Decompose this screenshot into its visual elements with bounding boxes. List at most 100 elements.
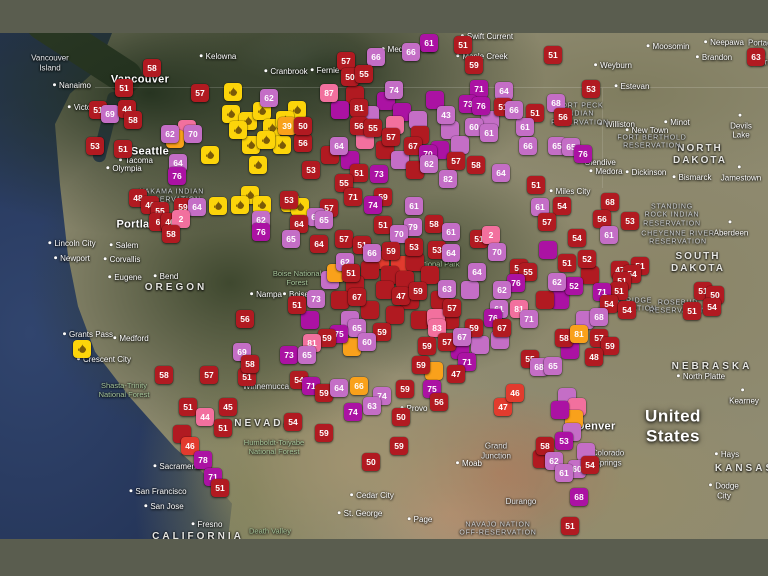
- aqi-marker[interactable]: 57: [438, 333, 456, 351]
- aqi-marker-overlapped[interactable]: [406, 253, 424, 271]
- aqi-marker[interactable]: 55: [335, 174, 353, 192]
- aqi-marker[interactable]: 51: [454, 36, 472, 54]
- aqi-marker[interactable]: 66: [505, 101, 523, 119]
- aqi-marker[interactable]: 53: [405, 238, 423, 256]
- aqi-marker[interactable]: 51: [527, 176, 545, 194]
- aqi-marker[interactable]: 47: [494, 398, 512, 416]
- aqi-marker[interactable]: 70: [184, 125, 202, 143]
- aqi-marker[interactable]: 58: [425, 215, 443, 233]
- aqi-marker[interactable]: 64: [310, 235, 328, 253]
- aqi-marker[interactable]: 53: [621, 212, 639, 230]
- aqi-marker[interactable]: 66: [367, 48, 385, 66]
- aqi-marker[interactable]: 54: [703, 298, 721, 316]
- aqi-marker[interactable]: 71: [520, 310, 538, 328]
- aqi-marker[interactable]: 54: [568, 229, 586, 247]
- aqi-marker[interactable]: 83: [428, 319, 446, 337]
- aqi-marker[interactable]: 58: [241, 355, 259, 373]
- aqi-marker[interactable]: 48: [585, 348, 603, 366]
- aqi-marker[interactable]: 51: [374, 216, 392, 234]
- aqi-marker-overlapped[interactable]: [581, 266, 599, 284]
- aqi-marker[interactable]: 65: [282, 230, 300, 248]
- aqi-marker[interactable]: 58: [143, 59, 161, 77]
- aqi-marker[interactable]: 53: [428, 241, 446, 259]
- aqi-marker[interactable]: 51: [115, 79, 133, 97]
- aqi-marker[interactable]: 53: [86, 137, 104, 155]
- aqi-marker[interactable]: 74: [344, 403, 362, 421]
- aqi-marker-overlapped[interactable]: [451, 136, 469, 154]
- aqi-marker[interactable]: 50: [392, 408, 410, 426]
- aqi-marker[interactable]: 58: [155, 366, 173, 384]
- aqi-marker[interactable]: 73: [280, 346, 298, 364]
- aqi-marker[interactable]: 68: [570, 488, 588, 506]
- aqi-marker[interactable]: 50: [294, 117, 312, 135]
- aqi-marker[interactable]: 56: [554, 108, 572, 126]
- aqi-marker[interactable]: 82: [439, 170, 457, 188]
- aqi-marker-overlapped[interactable]: [441, 121, 459, 139]
- aqi-marker[interactable]: 65: [548, 137, 566, 155]
- aqi-marker-overlapped[interactable]: [536, 291, 554, 309]
- fire-marker[interactable]: [257, 131, 275, 149]
- aqi-marker[interactable]: 70: [390, 225, 408, 243]
- aqi-marker[interactable]: 62: [161, 125, 179, 143]
- aqi-marker-overlapped[interactable]: [301, 311, 319, 329]
- aqi-marker[interactable]: 64: [330, 137, 348, 155]
- aqi-marker-overlapped[interactable]: [391, 151, 409, 169]
- aqi-marker[interactable]: 51: [350, 164, 368, 182]
- aqi-marker[interactable]: 65: [544, 357, 562, 375]
- fire-marker[interactable]: [73, 340, 91, 358]
- aqi-marker[interactable]: 57: [538, 213, 556, 231]
- aqi-marker[interactable]: 66: [519, 137, 537, 155]
- aqi-marker[interactable]: 51: [211, 479, 229, 497]
- aqi-marker[interactable]: 68: [530, 358, 548, 376]
- aqi-marker[interactable]: 67: [453, 328, 471, 346]
- aqi-marker[interactable]: 61: [516, 118, 534, 136]
- fire-marker[interactable]: [242, 136, 260, 154]
- aqi-marker[interactable]: 76: [472, 97, 490, 115]
- aqi-marker[interactable]: 62: [420, 155, 438, 173]
- aqi-marker[interactable]: 73: [307, 290, 325, 308]
- aqi-marker[interactable]: 56: [593, 210, 611, 228]
- aqi-marker[interactable]: 57: [447, 152, 465, 170]
- fire-marker[interactable]: [273, 136, 291, 154]
- aqi-marker[interactable]: 63: [438, 280, 456, 298]
- aqi-marker[interactable]: 74: [385, 81, 403, 99]
- fire-marker[interactable]: [249, 156, 267, 174]
- aqi-marker[interactable]: 64: [492, 164, 510, 182]
- fire-marker[interactable]: [201, 146, 219, 164]
- aqi-marker[interactable]: 53: [555, 432, 573, 450]
- aqi-marker[interactable]: 59: [465, 56, 483, 74]
- aqi-marker[interactable]: 51: [683, 302, 701, 320]
- aqi-marker[interactable]: 59: [412, 356, 430, 374]
- aqi-marker[interactable]: 57: [443, 299, 461, 317]
- aqi-marker-overlapped[interactable]: [576, 311, 594, 329]
- aqi-marker[interactable]: 87: [320, 84, 338, 102]
- aqi-marker-overlapped[interactable]: [461, 281, 479, 299]
- aqi-marker[interactable]: 45: [219, 398, 237, 416]
- aqi-marker[interactable]: 56: [294, 134, 312, 152]
- aqi-marker[interactable]: 59: [382, 242, 400, 260]
- aqi-marker[interactable]: 46: [181, 437, 199, 455]
- aqi-marker[interactable]: 64: [188, 198, 206, 216]
- aqi-marker[interactable]: 68: [547, 94, 565, 112]
- aqi-marker[interactable]: 51: [179, 398, 197, 416]
- aqi-marker[interactable]: 54: [618, 301, 636, 319]
- aqi-marker[interactable]: 76: [507, 274, 525, 292]
- aqi-marker-overlapped[interactable]: [471, 336, 489, 354]
- aqi-marker[interactable]: 59: [390, 437, 408, 455]
- aqi-marker[interactable]: 73: [370, 165, 388, 183]
- fire-marker[interactable]: [229, 121, 247, 139]
- aqi-marker[interactable]: 56: [350, 117, 368, 135]
- aqi-marker[interactable]: 55: [364, 119, 382, 137]
- aqi-marker[interactable]: 67: [404, 137, 422, 155]
- aqi-marker[interactable]: 59: [409, 282, 427, 300]
- aqi-marker-overlapped[interactable]: [551, 401, 569, 419]
- aqi-marker[interactable]: 2: [482, 226, 500, 244]
- aqi-marker[interactable]: 56: [430, 393, 448, 411]
- aqi-marker-overlapped[interactable]: [331, 291, 349, 309]
- aqi-marker[interactable]: 62: [548, 273, 566, 291]
- aqi-marker-overlapped[interactable]: [361, 261, 379, 279]
- aqi-marker[interactable]: 47: [392, 287, 410, 305]
- aqi-marker[interactable]: 69: [101, 105, 119, 123]
- aqi-marker[interactable]: 60: [465, 118, 483, 136]
- aqi-marker[interactable]: 39: [278, 117, 296, 135]
